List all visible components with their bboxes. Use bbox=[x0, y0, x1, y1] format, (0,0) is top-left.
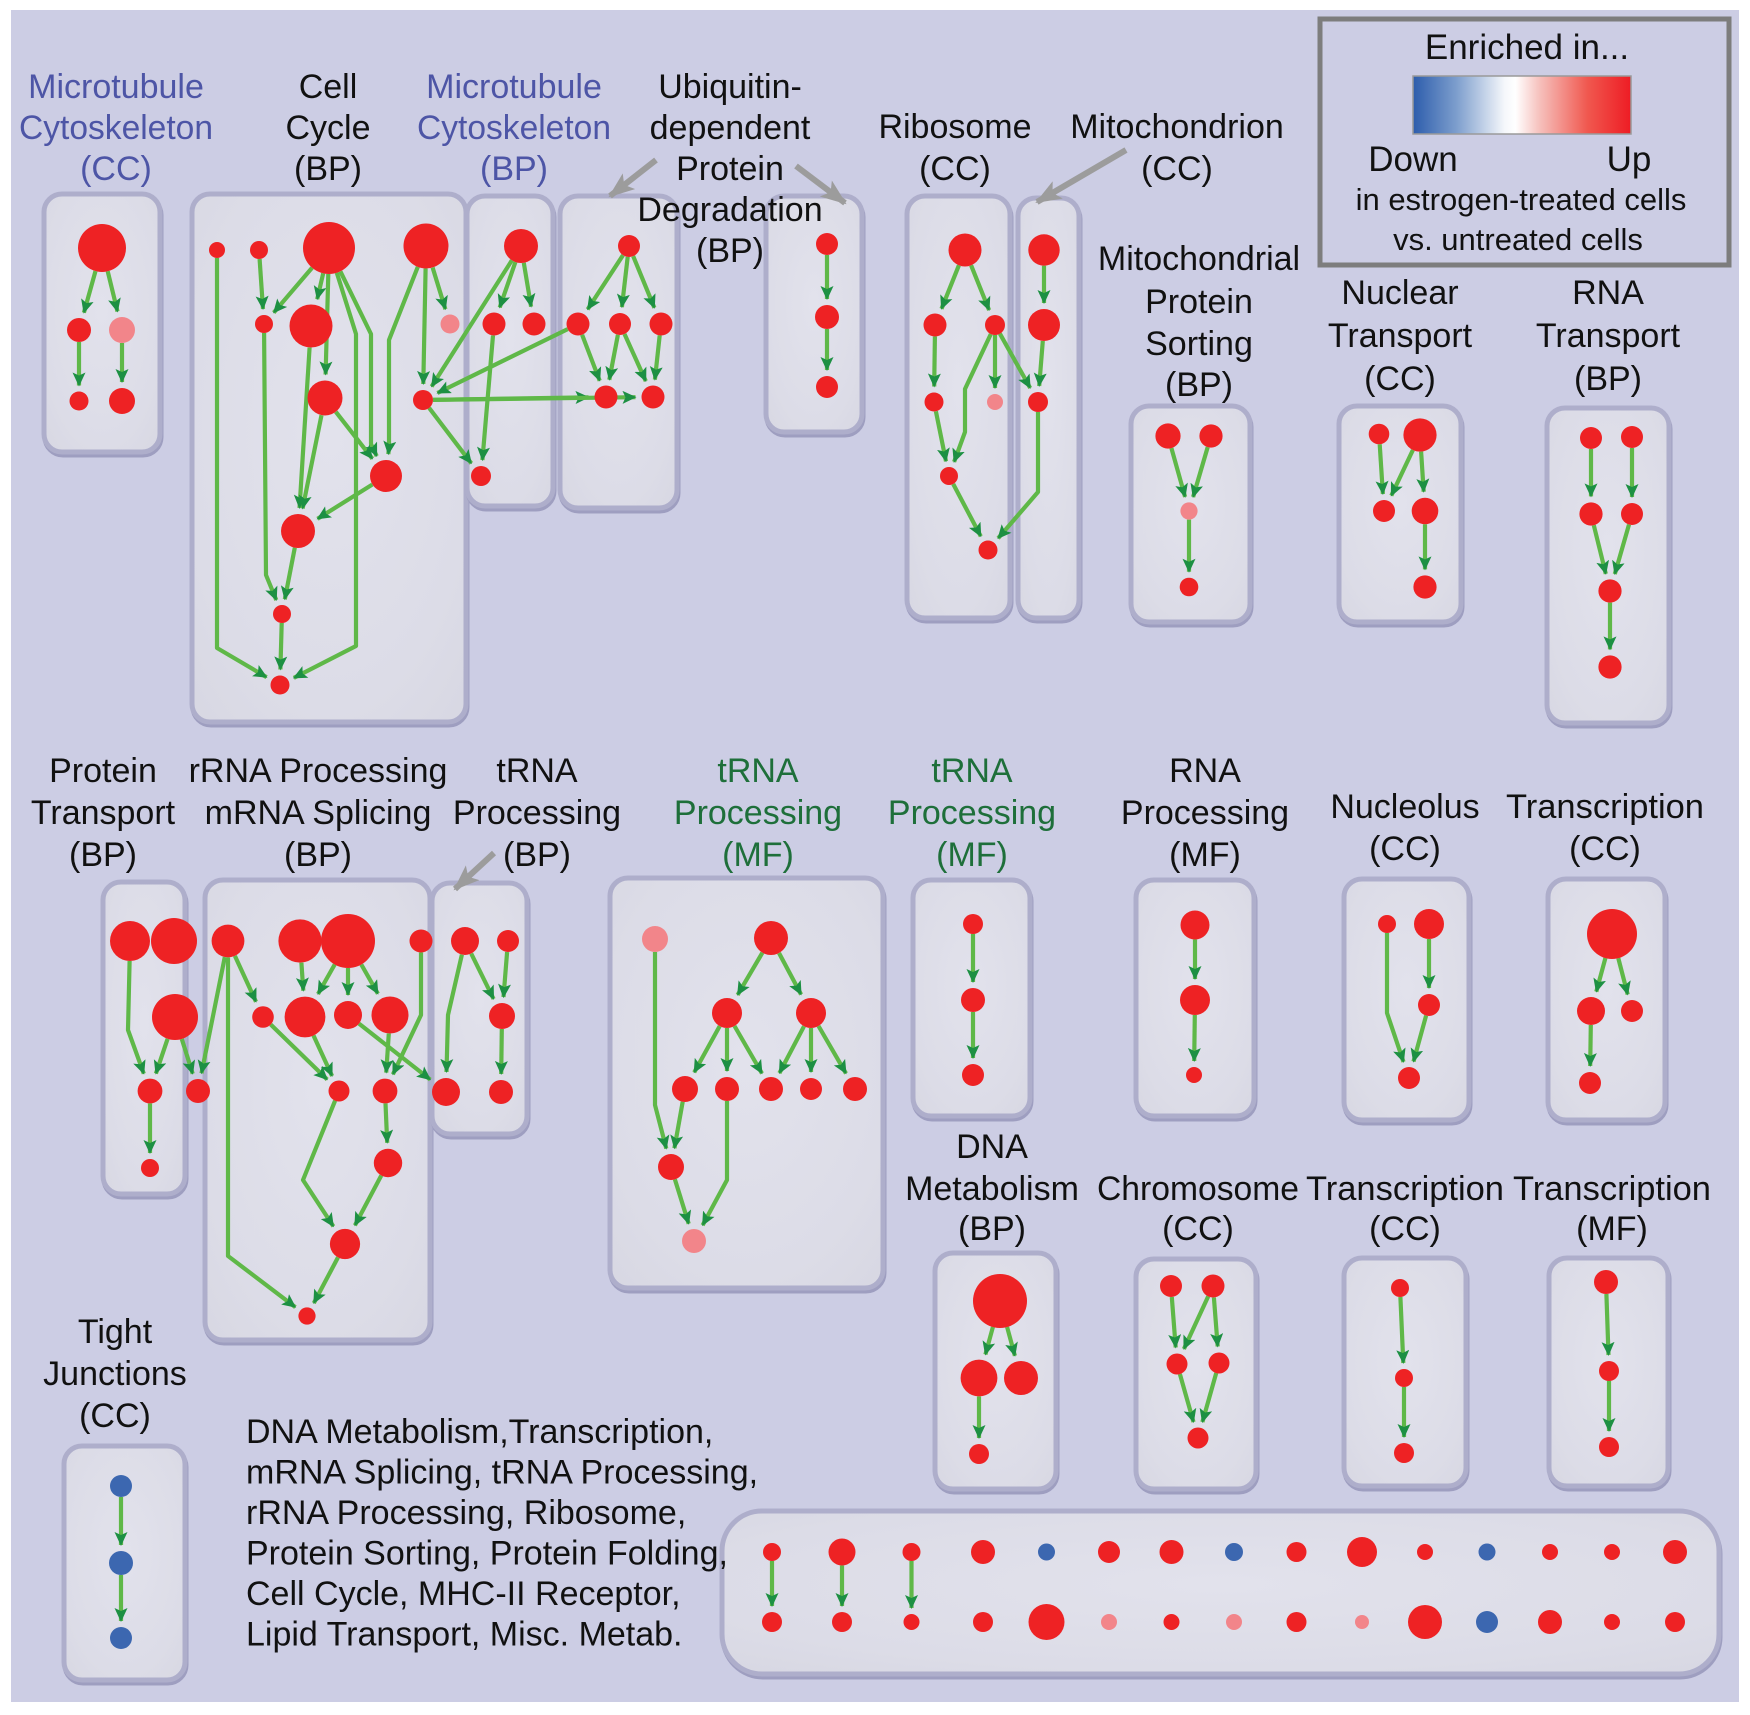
svg-text:RNA: RNA bbox=[1572, 274, 1644, 312]
svg-text:Protein: Protein bbox=[49, 752, 157, 790]
svg-text:Cell: Cell bbox=[299, 68, 358, 106]
svg-text:Transcription: Transcription bbox=[1306, 1170, 1504, 1208]
svg-text:rRNA Processing, Ribosome,: rRNA Processing, Ribosome, bbox=[246, 1494, 686, 1532]
svg-text:in estrogen-treated cells: in estrogen-treated cells bbox=[1356, 182, 1687, 217]
svg-text:Protein Sorting, Protein Foldi: Protein Sorting, Protein Folding, bbox=[246, 1535, 728, 1573]
svg-text:Transcription: Transcription bbox=[1506, 788, 1704, 826]
svg-text:vs. untreated cells: vs. untreated cells bbox=[1393, 222, 1643, 257]
svg-text:Mitochondrial: Mitochondrial bbox=[1098, 240, 1300, 278]
svg-text:(BP): (BP) bbox=[958, 1210, 1026, 1248]
svg-text:Nucleolus: Nucleolus bbox=[1330, 788, 1479, 826]
svg-text:Lipid Transport, Misc. Metab.: Lipid Transport, Misc. Metab. bbox=[246, 1616, 683, 1654]
svg-text:(BP): (BP) bbox=[480, 150, 548, 188]
svg-text:Microtubule: Microtubule bbox=[28, 68, 204, 106]
svg-text:(BP): (BP) bbox=[503, 836, 571, 874]
svg-text:Transport: Transport bbox=[1328, 317, 1473, 355]
svg-text:(MF): (MF) bbox=[722, 836, 794, 874]
svg-text:(BP): (BP) bbox=[69, 836, 137, 874]
svg-text:Chromosome: Chromosome bbox=[1097, 1170, 1299, 1208]
svg-text:(BP): (BP) bbox=[696, 232, 764, 270]
svg-text:(CC): (CC) bbox=[1141, 150, 1213, 188]
svg-text:Ubiquitin-: Ubiquitin- bbox=[658, 68, 802, 106]
svg-text:Transport: Transport bbox=[1536, 317, 1681, 355]
svg-text:(BP): (BP) bbox=[284, 836, 352, 874]
svg-text:(MF): (MF) bbox=[1169, 836, 1241, 874]
svg-text:Transport: Transport bbox=[31, 794, 176, 832]
svg-text:Cycle: Cycle bbox=[285, 109, 370, 147]
svg-text:Up: Up bbox=[1607, 140, 1652, 179]
svg-text:(BP): (BP) bbox=[1574, 360, 1642, 398]
svg-text:Processing: Processing bbox=[888, 794, 1056, 832]
svg-text:Transcription: Transcription bbox=[1513, 1170, 1711, 1208]
svg-text:(CC): (CC) bbox=[79, 1397, 151, 1435]
svg-text:Cell Cycle, MHC-II Receptor,: Cell Cycle, MHC-II Receptor, bbox=[246, 1575, 681, 1613]
svg-text:Down: Down bbox=[1368, 140, 1457, 179]
svg-text:Protein: Protein bbox=[1145, 283, 1253, 321]
svg-text:(CC): (CC) bbox=[1162, 1210, 1234, 1248]
svg-text:rRNA Processing: rRNA Processing bbox=[189, 752, 448, 790]
svg-text:(CC): (CC) bbox=[919, 150, 991, 188]
svg-text:Degradation: Degradation bbox=[637, 191, 822, 229]
svg-text:Ribosome: Ribosome bbox=[878, 108, 1031, 146]
svg-text:Sorting: Sorting bbox=[1145, 325, 1253, 363]
svg-text:(BP): (BP) bbox=[294, 150, 362, 188]
svg-text:(BP): (BP) bbox=[1165, 366, 1233, 404]
svg-text:(MF): (MF) bbox=[936, 836, 1008, 874]
svg-text:(CC): (CC) bbox=[1369, 1210, 1441, 1248]
svg-text:Microtubule: Microtubule bbox=[426, 68, 602, 106]
svg-text:Enriched in...: Enriched in... bbox=[1425, 28, 1629, 67]
svg-text:Cytoskeleton: Cytoskeleton bbox=[417, 109, 611, 147]
svg-text:Nuclear: Nuclear bbox=[1341, 274, 1458, 312]
svg-text:(CC): (CC) bbox=[1364, 360, 1436, 398]
svg-text:(CC): (CC) bbox=[80, 150, 152, 188]
svg-text:Mitochondrion: Mitochondrion bbox=[1070, 108, 1284, 146]
svg-text:Cytoskeleton: Cytoskeleton bbox=[19, 109, 213, 147]
svg-text:Junctions: Junctions bbox=[43, 1355, 187, 1393]
svg-text:mRNA Splicing, tRNA Processing: mRNA Splicing, tRNA Processing, bbox=[246, 1454, 758, 1492]
svg-text:Processing: Processing bbox=[674, 794, 842, 832]
svg-text:DNA: DNA bbox=[956, 1128, 1028, 1166]
svg-text:tRNA: tRNA bbox=[717, 752, 799, 790]
svg-text:Protein: Protein bbox=[676, 150, 784, 188]
svg-text:(CC): (CC) bbox=[1569, 830, 1641, 868]
svg-text:RNA: RNA bbox=[1169, 752, 1241, 790]
svg-text:(CC): (CC) bbox=[1369, 830, 1441, 868]
svg-text:tRNA: tRNA bbox=[496, 752, 578, 790]
svg-text:Processing: Processing bbox=[453, 794, 621, 832]
svg-text:Tight: Tight bbox=[78, 1313, 153, 1351]
svg-text:Processing: Processing bbox=[1121, 794, 1289, 832]
svg-text:mRNA Splicing: mRNA Splicing bbox=[205, 794, 432, 832]
svg-text:Metabolism: Metabolism bbox=[905, 1170, 1079, 1208]
svg-text:tRNA: tRNA bbox=[931, 752, 1013, 790]
svg-text:DNA Metabolism,Transcription,: DNA Metabolism,Transcription, bbox=[246, 1413, 713, 1451]
svg-text:dependent: dependent bbox=[650, 109, 811, 147]
svg-text:(MF): (MF) bbox=[1576, 1210, 1648, 1248]
